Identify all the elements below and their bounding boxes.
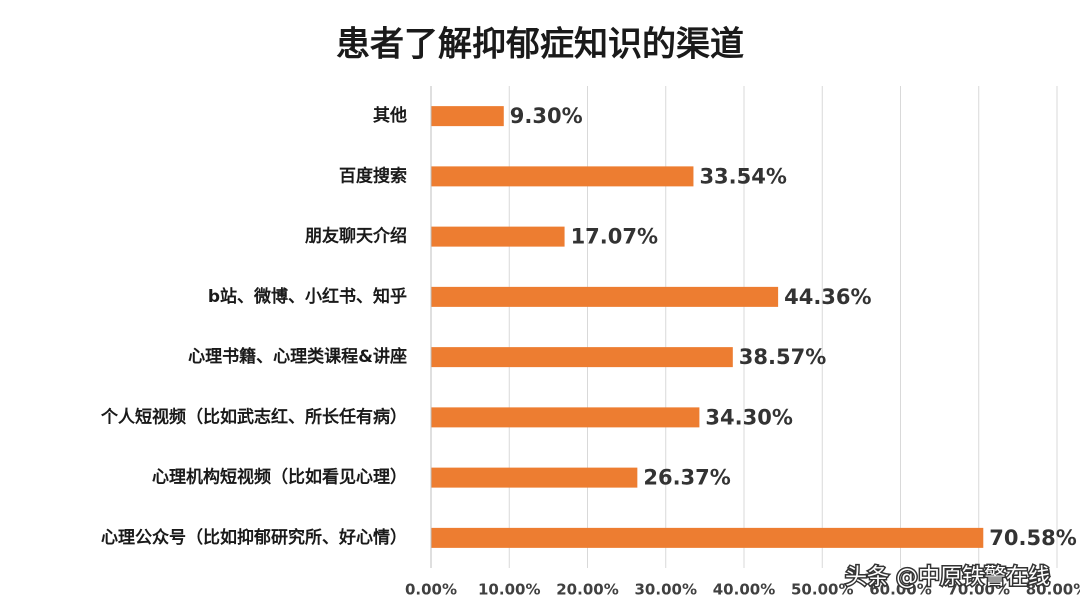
x-tick-label: 70.00% bbox=[948, 581, 1010, 599]
value-label: 26.37% bbox=[643, 466, 730, 490]
x-tick-label: 50.00% bbox=[791, 581, 853, 599]
y-tick-label: b站、微博、小红书、知乎 bbox=[208, 286, 407, 307]
bar bbox=[431, 166, 694, 187]
bar bbox=[431, 347, 733, 368]
bar bbox=[431, 407, 700, 428]
x-tick-label: 30.00% bbox=[635, 581, 697, 599]
value-label: 33.54% bbox=[699, 164, 786, 188]
bar bbox=[431, 467, 638, 488]
y-tick-label: 心理公众号（比如抑郁研究所、好心情） bbox=[101, 527, 407, 548]
value-label: 70.58% bbox=[989, 526, 1076, 550]
y-tick-label: 朋友聊天介绍 bbox=[305, 226, 407, 247]
x-tick-label: 20.00% bbox=[556, 581, 618, 599]
bar bbox=[431, 226, 565, 247]
value-label: 44.36% bbox=[784, 285, 871, 309]
bar bbox=[431, 286, 779, 307]
x-tick-label: 0.00% bbox=[405, 581, 457, 599]
value-label: 17.07% bbox=[571, 225, 658, 249]
y-tick-label: 百度搜索 bbox=[339, 165, 407, 186]
y-tick-label: 心理书籍、心理类课程&讲座 bbox=[188, 346, 407, 367]
value-label: 9.30% bbox=[510, 104, 583, 128]
bar bbox=[431, 106, 504, 127]
y-tick-label: 心理机构短视频（比如看见心理） bbox=[152, 467, 407, 488]
value-label: 38.57% bbox=[739, 345, 826, 369]
x-tick-label: 60.00% bbox=[869, 581, 931, 599]
x-tick-label: 10.00% bbox=[478, 581, 540, 599]
bar bbox=[431, 527, 984, 548]
chart-title: 患者了解抑郁症知识的渠道 bbox=[336, 25, 744, 65]
footer: 头条 @中原铁警在线 bbox=[845, 565, 1050, 590]
y-tick-label: 其他 bbox=[373, 105, 407, 126]
x-tick-label: 40.00% bbox=[713, 581, 775, 599]
x-tick-label: 80.00% bbox=[1026, 581, 1080, 599]
y-tick-label: 个人短视频（比如武志红、所长任有病） bbox=[100, 406, 407, 427]
value-label: 34.30% bbox=[705, 405, 792, 429]
